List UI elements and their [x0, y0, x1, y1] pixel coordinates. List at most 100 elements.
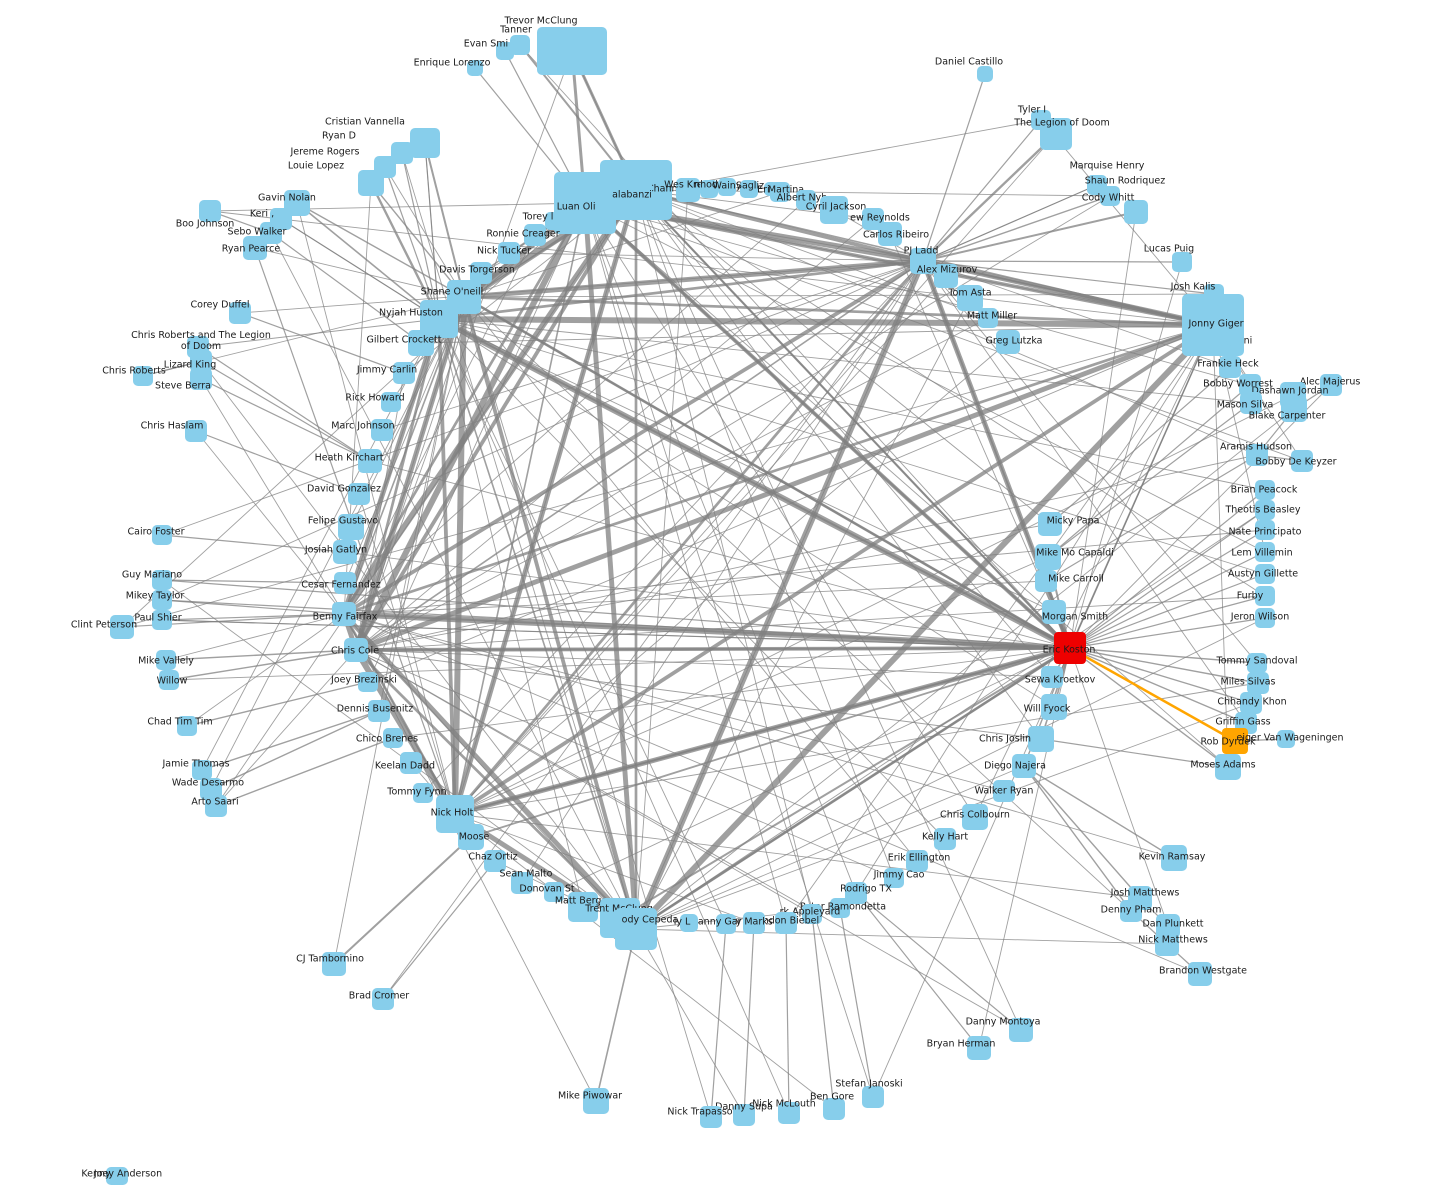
graph-node-cesar-fernandez[interactable] — [334, 572, 356, 594]
graph-node-boo-johnson[interactable] — [199, 200, 221, 222]
graph-node-mike-carroll[interactable] — [1035, 570, 1057, 592]
graph-node-greg-lutzka[interactable] — [996, 330, 1020, 354]
graph-node-jimmy-cao[interactable] — [884, 868, 904, 888]
graph-node-danny-montoya[interactable] — [1009, 1018, 1033, 1042]
graph-node-gilbert-crockett[interactable] — [408, 330, 434, 356]
graph-node-sean-malto[interactable] — [511, 872, 533, 894]
graph-node-geiger-van-wageningen[interactable] — [1277, 730, 1295, 748]
graph-node-david-gonzalez[interactable] — [348, 483, 370, 505]
graph-node-denny-pham[interactable] — [1120, 900, 1142, 922]
graph-node-ronnie-creager[interactable] — [524, 224, 546, 246]
graph-node-carlos-ribeiro[interactable] — [878, 222, 902, 246]
graph-node-moose[interactable] — [458, 824, 484, 850]
graph-node-cody-whitt[interactable] — [1124, 200, 1148, 224]
graph-node-nick-tucker[interactable] — [498, 242, 520, 264]
graph-node-joey-brezinski[interactable] — [358, 672, 378, 692]
graph-node-evan-smith[interactable] — [496, 42, 514, 60]
graph-node-rick-howard[interactable] — [381, 392, 401, 412]
graph-node-tommy-fynn[interactable] — [413, 783, 433, 803]
graph-node-diego-najera[interactable] — [1012, 754, 1036, 778]
graph-node-cyril-jackson[interactable] — [820, 196, 848, 224]
graph-node-jamie-thomas[interactable] — [192, 760, 212, 780]
graph-node-mi-right[interactable] — [1226, 330, 1242, 346]
graph-node-frankie-heck[interactable] — [1219, 356, 1241, 378]
graph-node-blake-carpenter[interactable] — [1281, 396, 1307, 422]
graph-node-furby[interactable] — [1255, 586, 1275, 606]
graph-node-ryan-d[interactable] — [391, 142, 413, 164]
graph-node-albert-nyberg[interactable] — [796, 190, 816, 210]
graph-node-cj-tambornino[interactable] — [322, 952, 346, 976]
graph-node-chaz-ortiz[interactable] — [484, 850, 506, 872]
graph-node-bobby-de-keyzer[interactable] — [1291, 450, 1313, 472]
graph-node-stefan-janoski[interactable] — [862, 1086, 884, 1108]
graph-node-chris-joslin[interactable] — [1028, 726, 1054, 752]
graph-node-joey-anderson[interactable] — [110, 1167, 128, 1185]
graph-node-alec-majerus[interactable] — [1320, 374, 1342, 396]
graph-node-lizard-king[interactable] — [190, 350, 212, 372]
graph-node-cody-cepeda[interactable] — [615, 908, 657, 950]
graph-node-sagliz[interactable] — [740, 180, 758, 198]
graph-node-shaun-rodriquez[interactable] — [1100, 186, 1120, 206]
graph-node-marc-johnson[interactable] — [371, 419, 393, 441]
graph-node-chris-cole[interactable] — [344, 638, 368, 662]
graph-node-nick-mclouth[interactable] — [778, 1102, 800, 1124]
graph-node-eric-koston[interactable] — [1054, 632, 1086, 664]
graph-node-brandon-westgate[interactable] — [1188, 962, 1212, 986]
graph-node-bobby-worrest[interactable] — [1239, 374, 1261, 396]
graph-node-nick-trapasso[interactable] — [700, 1106, 722, 1128]
graph-node-morgan-smith[interactable] — [1042, 600, 1066, 624]
graph-node-rob-dyrdek[interactable] — [1222, 728, 1248, 754]
graph-node-aramis-hudson[interactable] — [1246, 444, 1268, 466]
graph-node-cairo-foster[interactable] — [152, 525, 172, 545]
graph-node-nick-matthews[interactable] — [1155, 932, 1179, 956]
graph-node-legion-of-doom-1[interactable] — [1040, 118, 1072, 150]
graph-node-brad-cromer[interactable] — [372, 988, 394, 1010]
graph-node-benny-fairfax[interactable] — [332, 602, 356, 626]
graph-node-tommy-sandoval[interactable] — [1247, 653, 1267, 673]
graph-node-jonny-giger[interactable] — [1182, 294, 1244, 356]
graph-node-brian-peacock[interactable] — [1255, 480, 1275, 500]
graph-node-chico-brenes[interactable] — [383, 728, 403, 748]
graph-node-matt-berger[interactable] — [568, 892, 598, 922]
graph-node-billy-marks[interactable] — [743, 912, 765, 934]
graph-node-wade-desarmo[interactable] — [200, 778, 222, 800]
graph-node-donovan-st[interactable] — [544, 882, 564, 902]
graph-node-mike-mo-capaldi[interactable] — [1035, 544, 1061, 570]
graph-node-bryan-herman[interactable] — [967, 1036, 991, 1060]
graph-node-jeron-wilson[interactable] — [1255, 608, 1275, 628]
graph-node-mark-appleyard[interactable] — [802, 904, 822, 924]
graph-node-wainy[interactable] — [718, 178, 736, 196]
graph-node-louie-lopez[interactable] — [358, 170, 384, 196]
graph-node-pj-ladd[interactable] — [910, 248, 936, 274]
graph-node-wes-kremer[interactable] — [676, 178, 700, 202]
graph-node-chad-tim-tim[interactable] — [177, 716, 197, 736]
graph-node-dennis-busenitz[interactable] — [368, 700, 390, 722]
graph-node-mikey-taylor[interactable] — [152, 590, 172, 610]
graph-node-willow[interactable] — [159, 670, 179, 690]
graph-node-erik-ellington[interactable] — [906, 850, 928, 872]
graph-node-danny-garcia[interactable] — [716, 914, 736, 934]
graph-node-cristian-vannella[interactable] — [410, 128, 440, 158]
graph-node-kalabanzi[interactable] — [596, 172, 652, 218]
graph-node-enrique-lorenzo[interactable] — [467, 60, 483, 76]
graph-node-danny-supa[interactable] — [733, 1104, 755, 1126]
graph-node-steve-berra[interactable] — [190, 368, 212, 390]
graph-node-felipe-gustavo[interactable] — [338, 514, 364, 540]
graph-node-theotis-beasley[interactable] — [1255, 500, 1275, 520]
graph-node-ben-gore[interactable] — [823, 1098, 845, 1120]
graph-node-ly-l[interactable] — [680, 914, 698, 932]
graph-node-mason-silva[interactable] — [1240, 392, 1262, 414]
graph-node-trevor-mcclung[interactable] — [537, 27, 607, 75]
graph-node-paul-shier[interactable] — [152, 610, 172, 630]
graph-node-daniel-castillo[interactable] — [977, 66, 993, 82]
graph-node-peter-ramondetta[interactable] — [830, 898, 850, 918]
graph-node-guy-mariano[interactable] — [152, 570, 172, 590]
graph-node-chhandy-khon[interactable] — [1240, 692, 1262, 714]
graph-node-heath-kirchart[interactable] — [358, 449, 382, 473]
graph-node-sewa-kroetkov[interactable] — [1041, 666, 1063, 688]
graph-node-moses-adams[interactable] — [1215, 754, 1241, 780]
graph-node-josiah-gatlyn[interactable] — [333, 540, 357, 564]
graph-node-kevin-ramsay[interactable] — [1161, 845, 1187, 871]
graph-node-miles-silvas[interactable] — [1247, 672, 1269, 694]
graph-node-mike-vallely[interactable] — [156, 650, 176, 670]
